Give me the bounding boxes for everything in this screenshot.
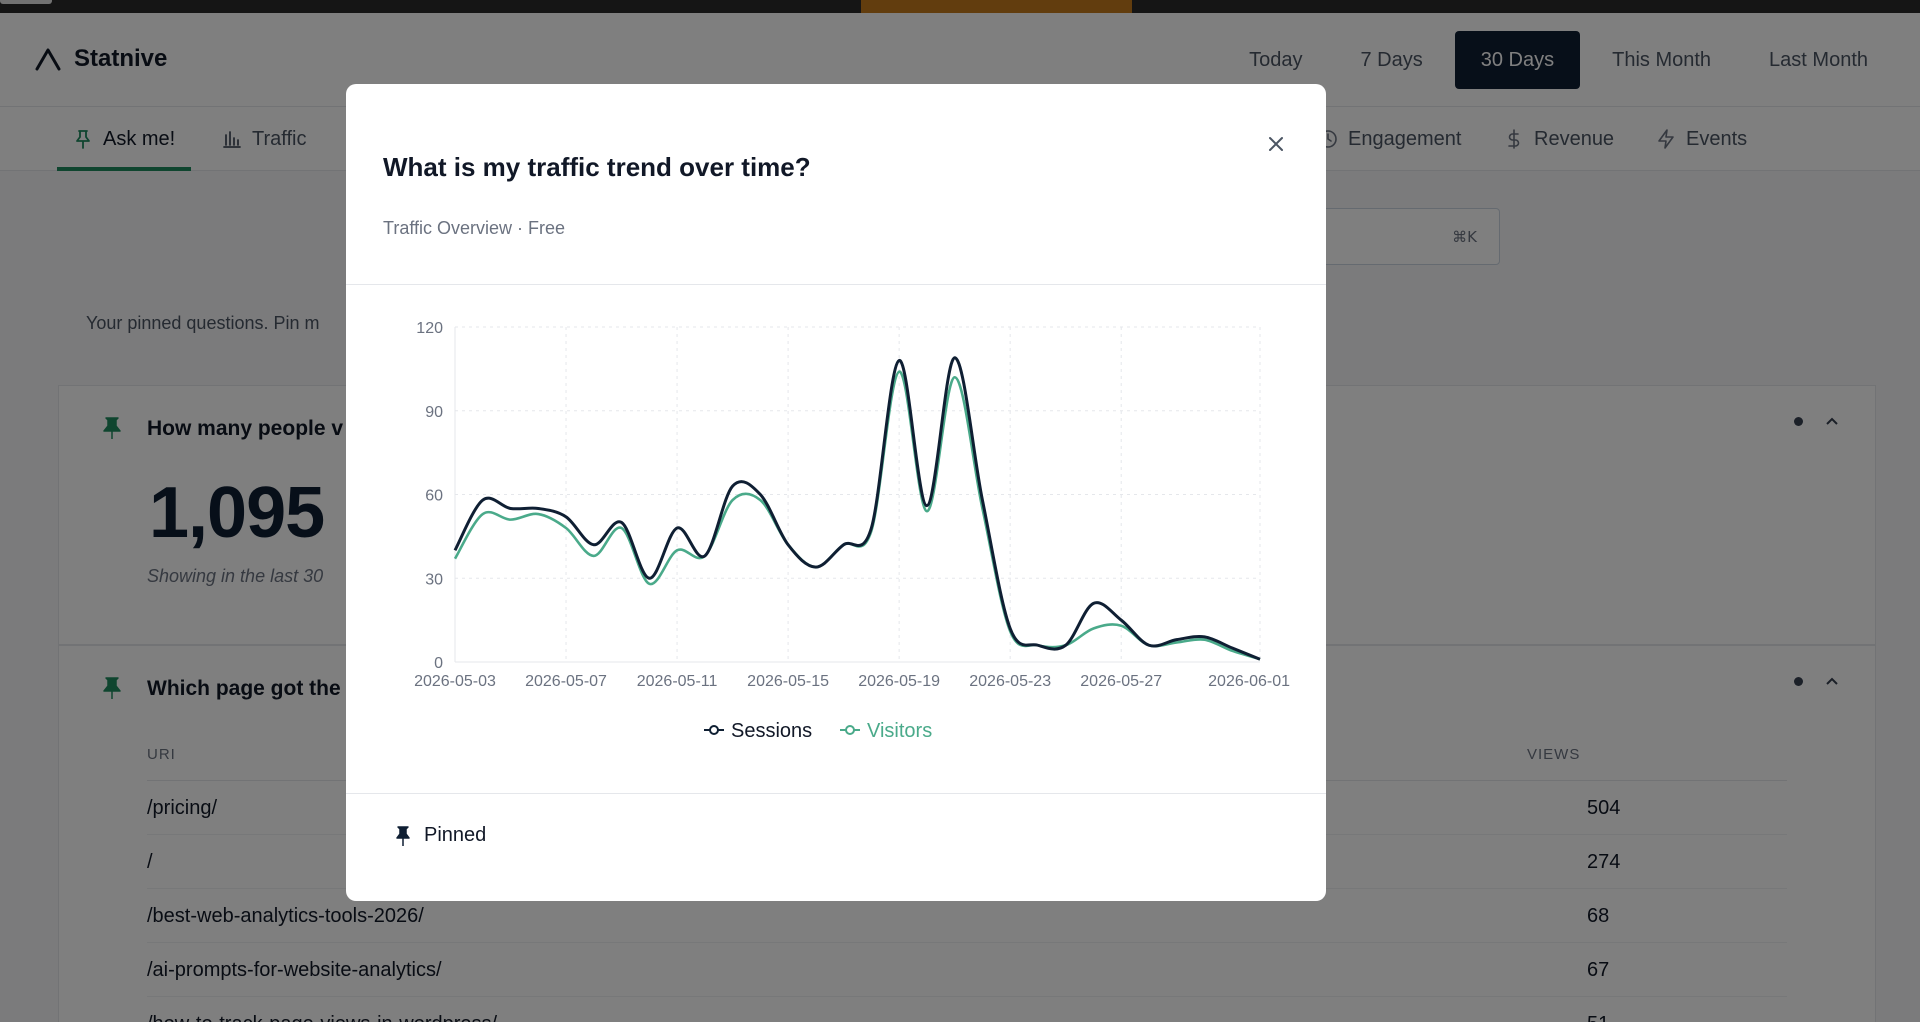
- legend-swatch-marker: [845, 725, 855, 735]
- x-tick-label: 2026-05-19: [858, 673, 940, 690]
- y-tick-label: 120: [416, 320, 443, 337]
- modal-divider: [346, 793, 1326, 794]
- modal-subtitle: Traffic Overview · Free: [383, 218, 566, 238]
- legend-label: Visitors: [867, 720, 932, 742]
- y-tick-label: 30: [425, 571, 443, 588]
- traffic-trend-chart: 0 30 60 90 120 2026-05-03 2026-05-07 2026-05-11…: [346, 285, 1326, 793]
- series-line-sessions: [453, 356, 1261, 661]
- x-tick-label: 2026-05-15: [747, 673, 829, 690]
- y-tick-label: 60: [425, 488, 443, 505]
- y-tick-label: 90: [425, 404, 443, 421]
- modal-divider: [346, 284, 1326, 285]
- modal-title: What is my traffic trend over time?: [383, 152, 811, 182]
- series-line-visitors: [453, 370, 1261, 661]
- pinned-label: Pinned: [424, 824, 487, 846]
- x-tick-label: 2026-05-07: [525, 673, 607, 690]
- x-tick-label: 2026-05-03: [414, 673, 496, 690]
- x-tick-label: 2026-06-01: [1208, 673, 1290, 690]
- close-button[interactable]: [1256, 124, 1296, 164]
- pin-icon: [396, 825, 410, 846]
- close-icon: [1269, 137, 1283, 151]
- legend-label: Sessions: [731, 720, 812, 742]
- y-tick-label: 0: [434, 655, 443, 672]
- x-tick-label: 2026-05-23: [969, 673, 1051, 690]
- legend-swatch-marker: [709, 725, 719, 735]
- x-tick-label: 2026-05-27: [1080, 673, 1162, 690]
- traffic-chart-svg: 0 30 60 90 120 2026-05-03 2026-05-07 2026-05-11…: [414, 320, 1290, 742]
- x-tick-label: 2026-05-11: [637, 673, 718, 690]
- pinned-toggle-button[interactable]: Pinned: [394, 824, 486, 847]
- question-modal: What is my traffic trend over time? Traf…: [346, 84, 1326, 901]
